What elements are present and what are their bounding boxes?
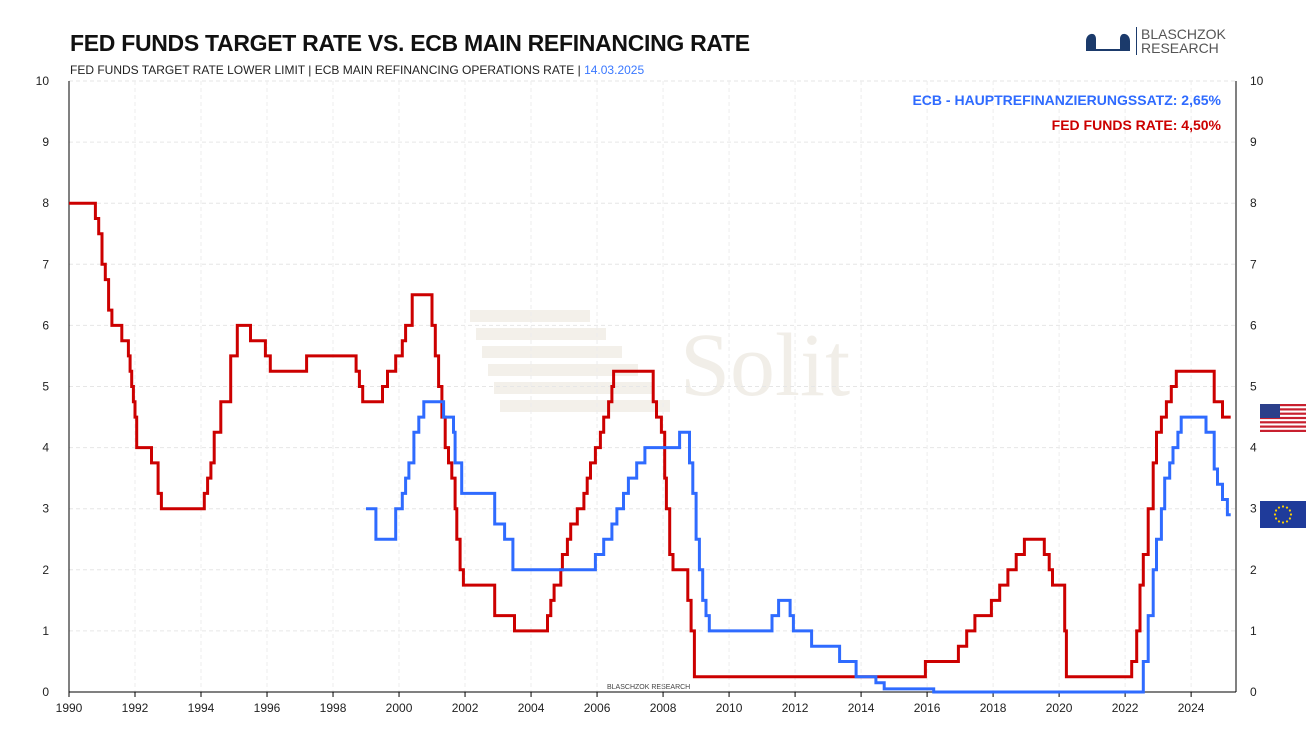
y-tick-label-left: 0 [42,685,49,699]
series-line-fed [69,201,1231,679]
y-tick-label-right: 5 [1250,380,1257,394]
logo-line1: BLASCHZOK [1141,26,1226,42]
x-tick-label: 2020 [1046,701,1073,715]
watermark-icon [500,400,670,412]
y-tick-label-right: 6 [1250,318,1257,332]
subtitle-text: FED FUNDS TARGET RATE LOWER LIMIT | ECB … [70,63,585,77]
x-tick-label: 1996 [254,701,281,715]
footer-mark: BLASCHZOK RESEARCH [607,684,690,691]
y-tick-label-right: 3 [1250,502,1257,516]
y-tick-label-right: 0 [1250,685,1257,699]
y-tick-label-left: 10 [36,74,50,88]
watermark-icon [470,310,590,322]
y-tick-label-left: 6 [42,318,49,332]
logo-icon [1086,33,1130,51]
y-tick-label-left: 4 [42,441,49,455]
watermark-icon [494,382,654,394]
x-tick-label: 2016 [914,701,941,715]
y-tick-label-right: 4 [1250,441,1257,455]
y-tick-label-left: 2 [42,563,49,577]
eu-flag-icon [1260,501,1306,528]
y-tick-label-left: 7 [42,257,49,271]
y-tick-label-right: 8 [1250,196,1257,210]
x-tick-label: 1994 [188,701,215,715]
x-tick-label: 2014 [848,701,875,715]
logo-line2: RESEARCH [1141,40,1219,56]
y-tick-label-right: 7 [1250,257,1257,271]
y-tick-label-right: 1 [1250,624,1257,638]
y-tick-label-left: 1 [42,624,49,638]
y-tick-label-left: 3 [42,502,49,516]
us-flag-icon [1260,404,1306,432]
y-tick-label-left: 8 [42,196,49,210]
x-tick-label: 2008 [650,701,677,715]
x-tick-label: 2012 [782,701,809,715]
watermark-icon [482,346,622,358]
logo: BLASCHZOK RESEARCH [1084,27,1226,55]
chart-subtitle: FED FUNDS TARGET RATE LOWER LIMIT | ECB … [70,63,644,77]
x-tick-label: 1990 [56,701,83,715]
legend-fed: FED FUNDS RATE: 4,50% [1051,117,1221,133]
y-tick-label-right: 10 [1250,74,1264,88]
watermark-icon [488,364,638,376]
legend-ecb: ECB - HAUPTREFINANZIERUNGSSATZ: 2,65% [912,92,1221,108]
y-tick-label-left: 5 [42,380,49,394]
watermark-icon [476,328,606,340]
series-line-ecb [366,400,1231,694]
x-tick-label: 1992 [122,701,149,715]
subtitle-date: 14.03.2025 [584,63,645,77]
y-tick-label-right: 2 [1250,563,1257,577]
y-tick-label-left: 9 [42,135,49,149]
x-tick-label: 2004 [518,701,545,715]
chart-title: FED FUNDS TARGET RATE VS. ECB MAIN REFIN… [70,30,750,56]
x-tick-label: 2018 [980,701,1007,715]
x-tick-label: 2006 [584,701,611,715]
x-tick-label: 2022 [1112,701,1139,715]
x-tick-label: 2010 [716,701,743,715]
x-tick-label: 2002 [452,701,479,715]
x-tick-label: 2024 [1178,701,1205,715]
watermark-text: Solit [680,316,850,415]
x-tick-label: 2000 [386,701,413,715]
y-tick-label-right: 9 [1250,135,1257,149]
x-tick-label: 1998 [320,701,347,715]
